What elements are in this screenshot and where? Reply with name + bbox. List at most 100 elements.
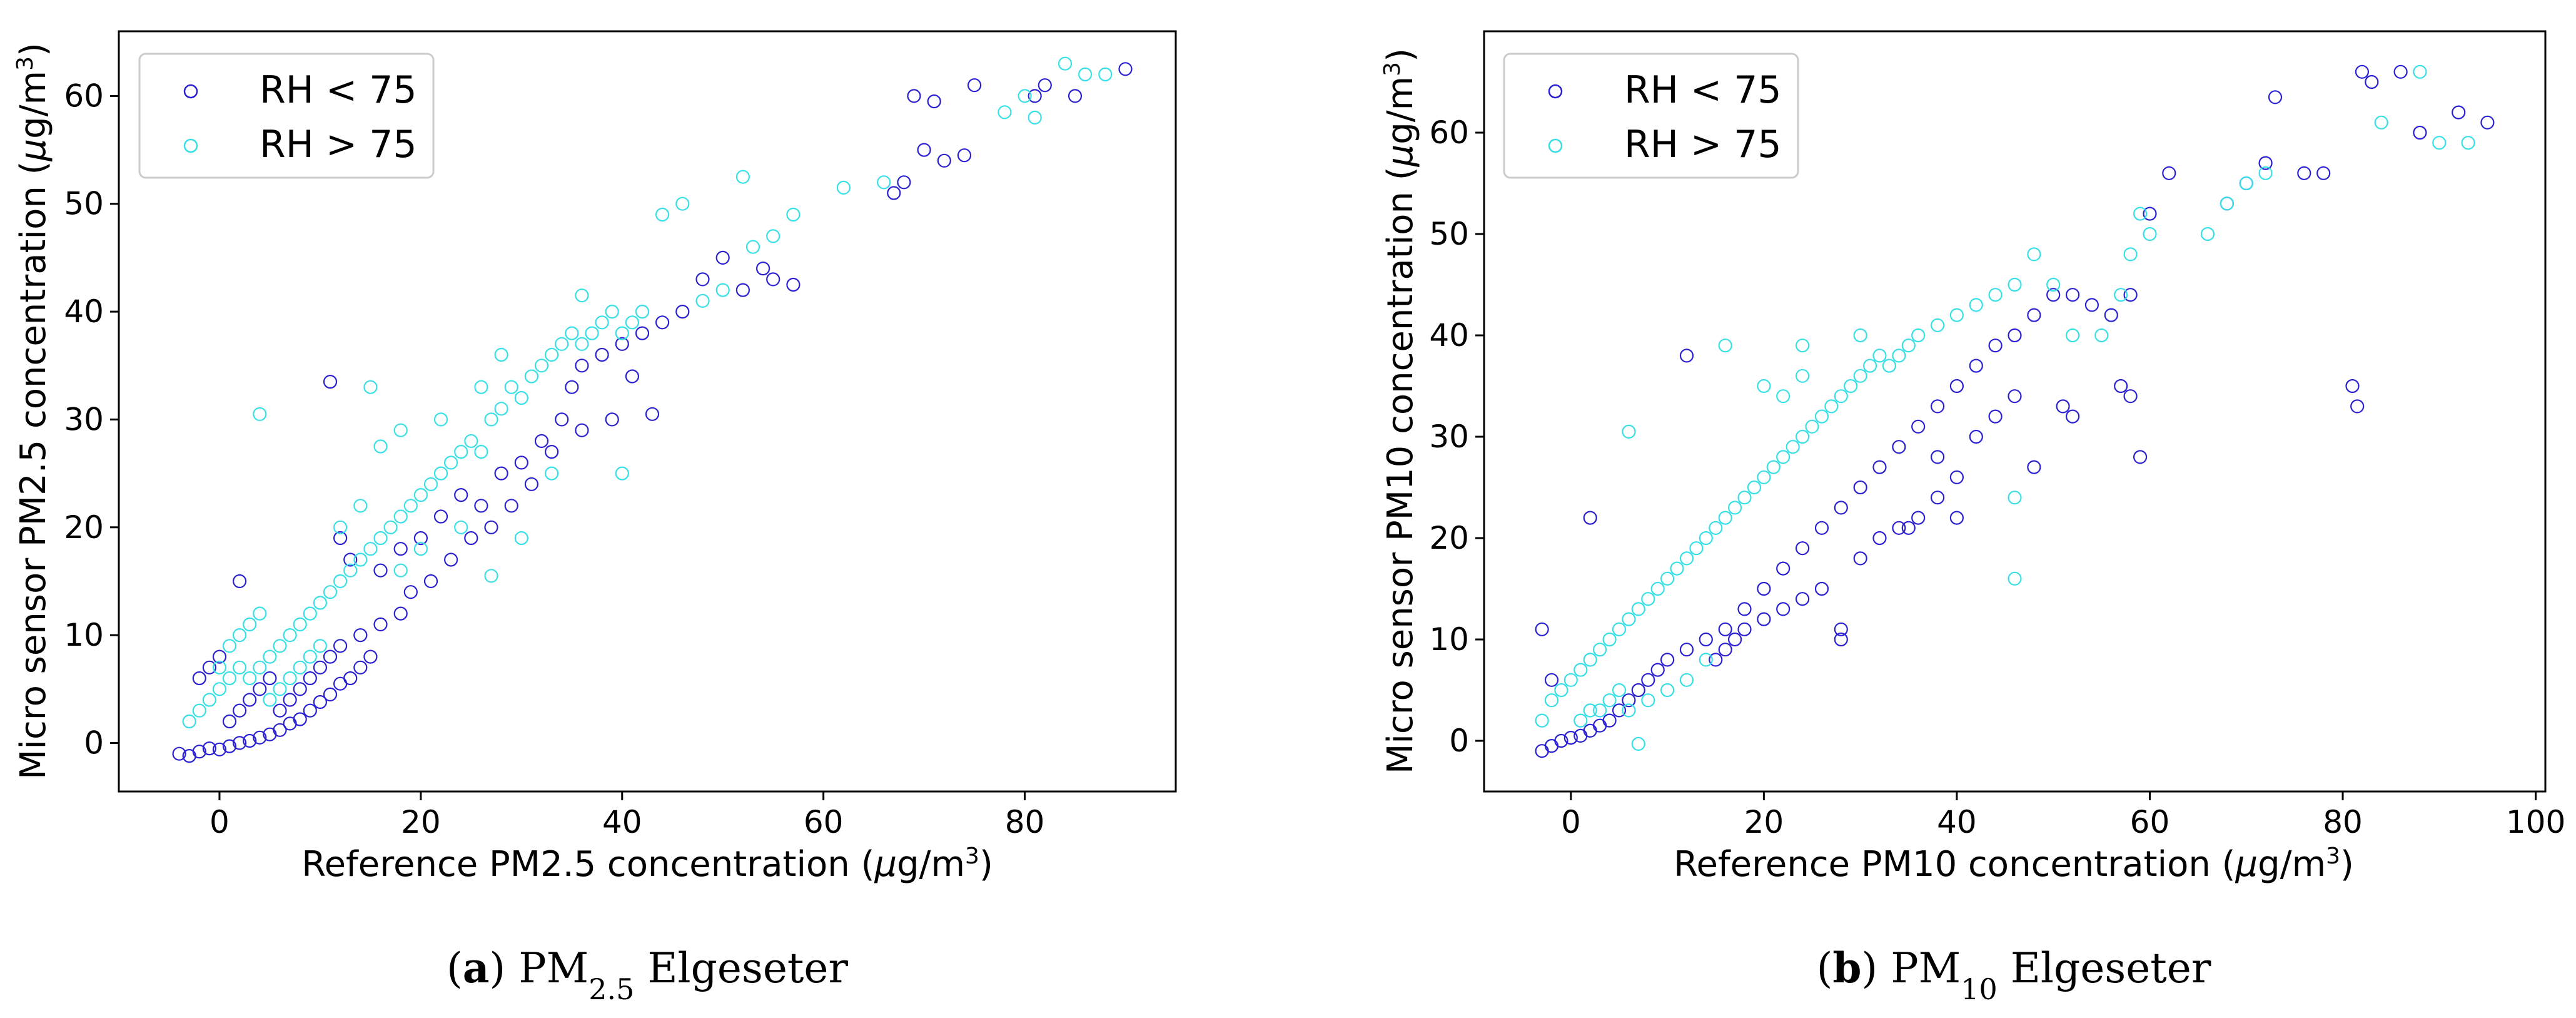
panel-a-point-rh-above-75 [735,170,750,184]
panel-b-point-rh-above-75 [1535,713,1549,728]
panel-a-point-rh-above-75 [212,660,227,674]
panel-a-point-rh-above-75 [474,444,488,459]
panel-b-point-rh-above-75 [1660,683,1675,698]
panel-a-point-rh-above-75 [202,693,216,707]
panel-a-point-rh-below-75 [233,736,247,750]
panel-a-point-rh-below-75 [645,407,660,421]
panel-b-point-rh-below-75 [1834,622,1848,636]
panel-b-point-rh-above-75 [1699,653,1713,667]
panel-a-y-tick-label: 30 [64,401,104,437]
panel-b-point-rh-below-75 [2123,389,2138,404]
panel-b-point-rh-below-75 [2297,166,2311,180]
panel-b-point-rh-above-75 [2094,328,2109,343]
panel-a-caption: (a) PM2.5 Elgeseter [447,944,848,1006]
panel-a-point-rh-above-75 [222,639,237,653]
panel-a-ticks: 0 20 40 60 80 0 10 20 30 40 50 60 [64,78,1044,840]
panel-a-point-rh-below-75 [323,687,338,702]
panel-b-y-tick-label: 50 [1429,216,1469,252]
panel-a-point-rh-below-75 [1068,89,1083,103]
panel-b-point-rh-above-75 [2114,288,2128,302]
panel-a-legend-marker-rh-above-75 [183,138,198,153]
panel-a-y-tick-label: 10 [64,617,104,653]
panel-a-point-rh-below-75 [293,712,307,726]
panel-b-point-rh-above-75 [1796,429,1810,444]
panel-b-point-rh-above-75 [2027,247,2041,262]
panel-a-point-rh-above-75 [998,105,1012,120]
panel-a-x-tick-label: 60 [804,804,844,840]
panel-b-ticks: 0 20 40 60 80 100 0 10 20 30 40 50 60 [1429,115,2565,840]
panel-b-point-rh-above-75 [2008,277,2022,292]
panel-b-point-rh-below-75 [1776,602,1791,616]
panel-b-legend: RH < 75 RH > 75 [1503,53,1799,179]
panel-b-point-rh-below-75 [2268,90,2283,104]
panel-a-point-rh-above-75 [484,412,498,427]
panel-a-point-rh-above-75 [313,639,327,653]
panel-b-point-rh-below-75 [2104,308,2118,322]
panel-a-point-rh-above-75 [283,628,297,643]
panel-a-point-rh-above-75 [353,552,368,567]
panel-a-point-rh-above-75 [1028,110,1042,125]
panel-a-point-rh-above-75 [393,563,408,578]
panel-a-point-rh-above-75 [1078,67,1093,82]
panel-a-point-rh-below-75 [222,714,237,729]
panel-b-point-rh-below-75 [1931,450,1945,464]
panel-b-point-rh-below-75 [1911,511,1926,525]
panel-b-point-rh-below-75 [1535,622,1549,636]
panel-b-point-rh-below-75 [1776,561,1791,576]
panel-a-y-tick-label: 50 [64,186,104,222]
panel-a-point-rh-below-75 [273,723,287,737]
panel-b-point-rh-below-75 [1737,622,1752,636]
panel-b-x-tick-label: 80 [2323,804,2363,840]
panel-a-point-rh-below-75 [555,412,569,427]
panel-a-point-rh-below-75 [786,277,801,292]
panel-b-point-rh-above-75 [2239,176,2253,191]
panel-b-point-rh-above-75 [1622,612,1636,626]
panel-b-point-rh-above-75 [1622,424,1636,439]
panel-a-legend-box [138,53,435,179]
panel-a-point-rh-above-75 [605,305,619,319]
panel-a-point-rh-above-75 [313,596,327,610]
panel-b-point-rh-above-75 [1563,673,1578,687]
panel-a-point-rh-below-75 [343,671,358,686]
panel-a-point-rh-above-75 [524,369,539,384]
panel-b-point-rh-below-75 [1679,349,1694,363]
panel-b-point-rh-below-75 [2258,156,2273,170]
panel-b-point-rh-below-75 [1631,683,1645,698]
panel-b-point-rh-above-75 [1988,288,2003,302]
panel-b-point-rh-below-75 [1814,521,1829,535]
panel-a-point-rh-below-75 [393,606,408,621]
panel-b-point-rh-above-75 [1872,349,1887,363]
panel-b-point-rh-below-75 [2480,115,2495,130]
panel-b-y-tick-label: 0 [1449,723,1469,759]
panel-b-x-tick-label: 100 [2506,804,2565,840]
panel-b-point-rh-below-75 [1660,653,1675,667]
panel-b-point-rh-below-75 [2133,450,2148,464]
panel-b-point-rh-above-75 [1805,419,1819,434]
panel-a-x-tick-label: 40 [602,804,642,840]
panel-b-point-rh-above-75 [2413,64,2427,79]
panel-a-point-rh-below-75 [504,499,518,513]
panel-a-point-rh-below-75 [253,682,267,696]
panel-b-point-rh-below-75 [1949,379,1964,394]
panel-a-point-rh-below-75 [897,175,911,190]
panel-a-point-rh-below-75 [303,671,317,686]
panel-a-point-rh-below-75 [423,574,438,589]
panel-a-point-rh-above-75 [263,649,277,664]
panel-b-point-rh-above-75 [1853,369,1867,383]
panel-a-point-rh-above-75 [303,649,317,664]
panel-b-point-rh-below-75 [2056,399,2070,414]
panel-b-point-rh-below-75 [1699,632,1713,647]
panel-a-point-rh-below-75 [625,369,640,384]
panel-a-point-rh-above-75 [212,682,227,696]
panel-b-point-rh-below-75 [1988,409,2003,424]
panel-b-x-tick-label: 0 [1561,804,1581,840]
panel-a-point-rh-below-75 [464,531,478,546]
panel-b-point-rh-above-75 [1554,683,1568,698]
panel-b-point-rh-above-75 [2123,247,2138,262]
panel-a-point-rh-above-75 [595,315,609,330]
panel-a-point-rh-below-75 [172,746,186,761]
panel-a-point-rh-below-75 [575,423,589,437]
panel-a-point-rh-above-75 [413,487,428,502]
panel-a-point-rh-above-75 [233,660,247,674]
panel-b-point-rh-above-75 [1641,592,1655,606]
